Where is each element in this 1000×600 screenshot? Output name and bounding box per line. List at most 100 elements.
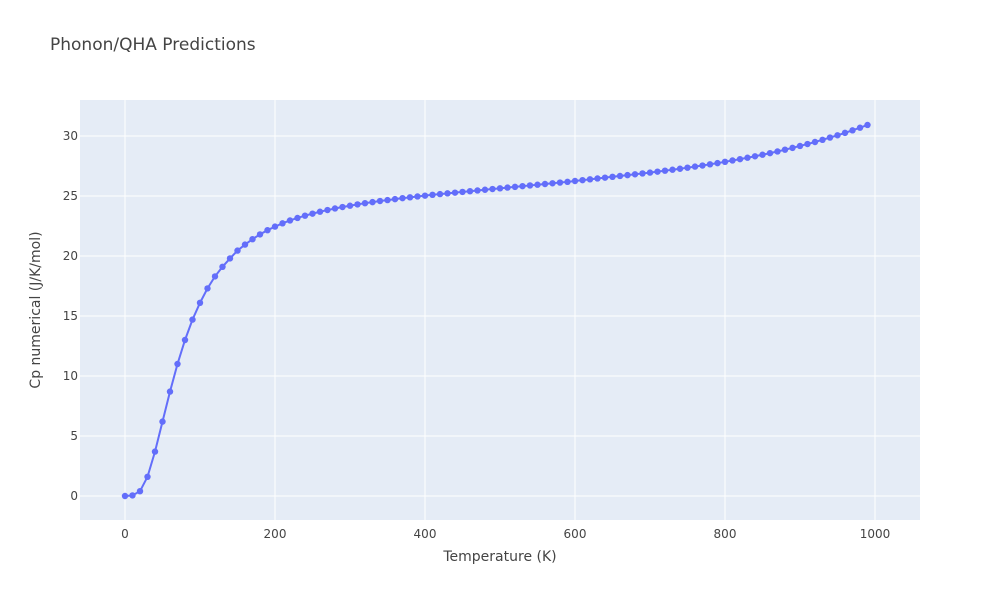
data-point[interactable] xyxy=(571,177,579,185)
data-point[interactable] xyxy=(811,138,819,146)
data-point[interactable] xyxy=(196,299,204,306)
data-point[interactable] xyxy=(369,198,376,206)
data-point[interactable] xyxy=(301,212,309,219)
data-point[interactable] xyxy=(549,180,556,187)
data-point[interactable] xyxy=(151,448,159,455)
data-point[interactable] xyxy=(699,162,706,169)
data-point[interactable] xyxy=(774,148,781,155)
data-point[interactable] xyxy=(564,178,571,186)
data-point[interactable] xyxy=(204,285,211,292)
data-point[interactable] xyxy=(361,200,369,207)
data-point[interactable] xyxy=(121,492,129,500)
data-point[interactable] xyxy=(466,188,474,195)
data-point[interactable] xyxy=(804,140,811,148)
data-point[interactable] xyxy=(579,176,586,184)
data-point[interactable] xyxy=(399,194,406,202)
data-point[interactable] xyxy=(766,149,774,157)
data-point[interactable] xyxy=(264,227,271,234)
data-point[interactable] xyxy=(841,129,849,137)
data-point[interactable] xyxy=(684,164,691,171)
data-point[interactable] xyxy=(669,166,676,173)
data-point[interactable] xyxy=(481,186,489,193)
data-point[interactable] xyxy=(256,231,264,238)
data-point[interactable] xyxy=(129,492,136,499)
data-point[interactable] xyxy=(406,194,414,201)
data-point[interactable] xyxy=(556,179,564,186)
data-point[interactable] xyxy=(624,171,631,179)
data-point[interactable] xyxy=(849,127,856,134)
data-point[interactable] xyxy=(376,197,384,205)
data-point[interactable] xyxy=(609,173,616,180)
data-point[interactable] xyxy=(856,124,864,131)
data-point[interactable] xyxy=(496,185,504,192)
data-point[interactable] xyxy=(526,182,534,189)
data-point[interactable] xyxy=(541,180,549,188)
data-point[interactable] xyxy=(249,236,256,243)
data-point[interactable] xyxy=(676,165,684,172)
data-point[interactable] xyxy=(534,181,541,188)
data-point[interactable] xyxy=(759,151,766,158)
data-point[interactable] xyxy=(594,175,601,182)
data-point[interactable] xyxy=(279,220,286,227)
data-point[interactable] xyxy=(166,388,174,395)
data-point[interactable] xyxy=(489,185,496,193)
data-point[interactable] xyxy=(286,217,294,224)
data-point[interactable] xyxy=(586,176,594,183)
data-point[interactable] xyxy=(174,360,181,368)
data-point[interactable] xyxy=(654,168,661,175)
data-point[interactable] xyxy=(429,191,436,198)
data-point[interactable] xyxy=(346,202,354,209)
data-point[interactable] xyxy=(226,255,234,262)
data-point[interactable] xyxy=(331,205,339,212)
data-point[interactable] xyxy=(159,418,166,425)
data-point[interactable] xyxy=(189,316,196,323)
data-point[interactable] xyxy=(339,203,346,211)
data-point[interactable] xyxy=(781,146,789,153)
data-point[interactable] xyxy=(834,132,841,139)
data-point[interactable] xyxy=(826,134,834,141)
data-point[interactable] xyxy=(736,155,744,163)
data-point[interactable] xyxy=(729,157,736,164)
data-point[interactable] xyxy=(451,189,459,196)
data-point[interactable] xyxy=(444,190,451,197)
data-point[interactable] xyxy=(474,187,481,194)
data-point[interactable] xyxy=(391,195,399,203)
data-point[interactable] xyxy=(144,473,151,480)
data-point[interactable] xyxy=(706,161,714,168)
data-point[interactable] xyxy=(241,241,249,248)
data-point[interactable] xyxy=(796,142,804,150)
data-point[interactable] xyxy=(511,183,519,191)
data-point[interactable] xyxy=(864,121,871,129)
data-point[interactable] xyxy=(294,214,301,222)
data-point[interactable] xyxy=(504,184,511,191)
data-point[interactable] xyxy=(691,163,699,170)
data-point[interactable] xyxy=(271,223,279,230)
data-point[interactable] xyxy=(459,188,466,196)
data-point[interactable] xyxy=(721,158,729,165)
data-point[interactable] xyxy=(414,193,421,200)
data-point[interactable] xyxy=(661,167,669,174)
data-point[interactable] xyxy=(519,182,526,190)
data-point[interactable] xyxy=(639,170,646,177)
data-point[interactable] xyxy=(384,196,391,204)
data-point[interactable] xyxy=(646,169,654,176)
data-point[interactable] xyxy=(616,172,624,180)
data-point[interactable] xyxy=(751,153,759,160)
data-point[interactable] xyxy=(354,201,361,208)
data-point[interactable] xyxy=(309,210,316,217)
data-point[interactable] xyxy=(601,174,609,181)
data-point[interactable] xyxy=(181,336,189,344)
data-point[interactable] xyxy=(219,263,226,270)
data-point[interactable] xyxy=(234,247,241,254)
data-point[interactable] xyxy=(436,190,444,198)
data-point[interactable] xyxy=(421,192,429,199)
data-point[interactable] xyxy=(211,273,219,280)
data-point[interactable] xyxy=(789,144,796,152)
data-point[interactable] xyxy=(324,206,331,214)
data-point[interactable] xyxy=(714,159,721,167)
data-point[interactable] xyxy=(316,208,324,215)
data-point[interactable] xyxy=(744,154,751,161)
data-point[interactable] xyxy=(136,488,144,495)
data-point[interactable] xyxy=(819,136,826,144)
data-point[interactable] xyxy=(631,171,639,178)
